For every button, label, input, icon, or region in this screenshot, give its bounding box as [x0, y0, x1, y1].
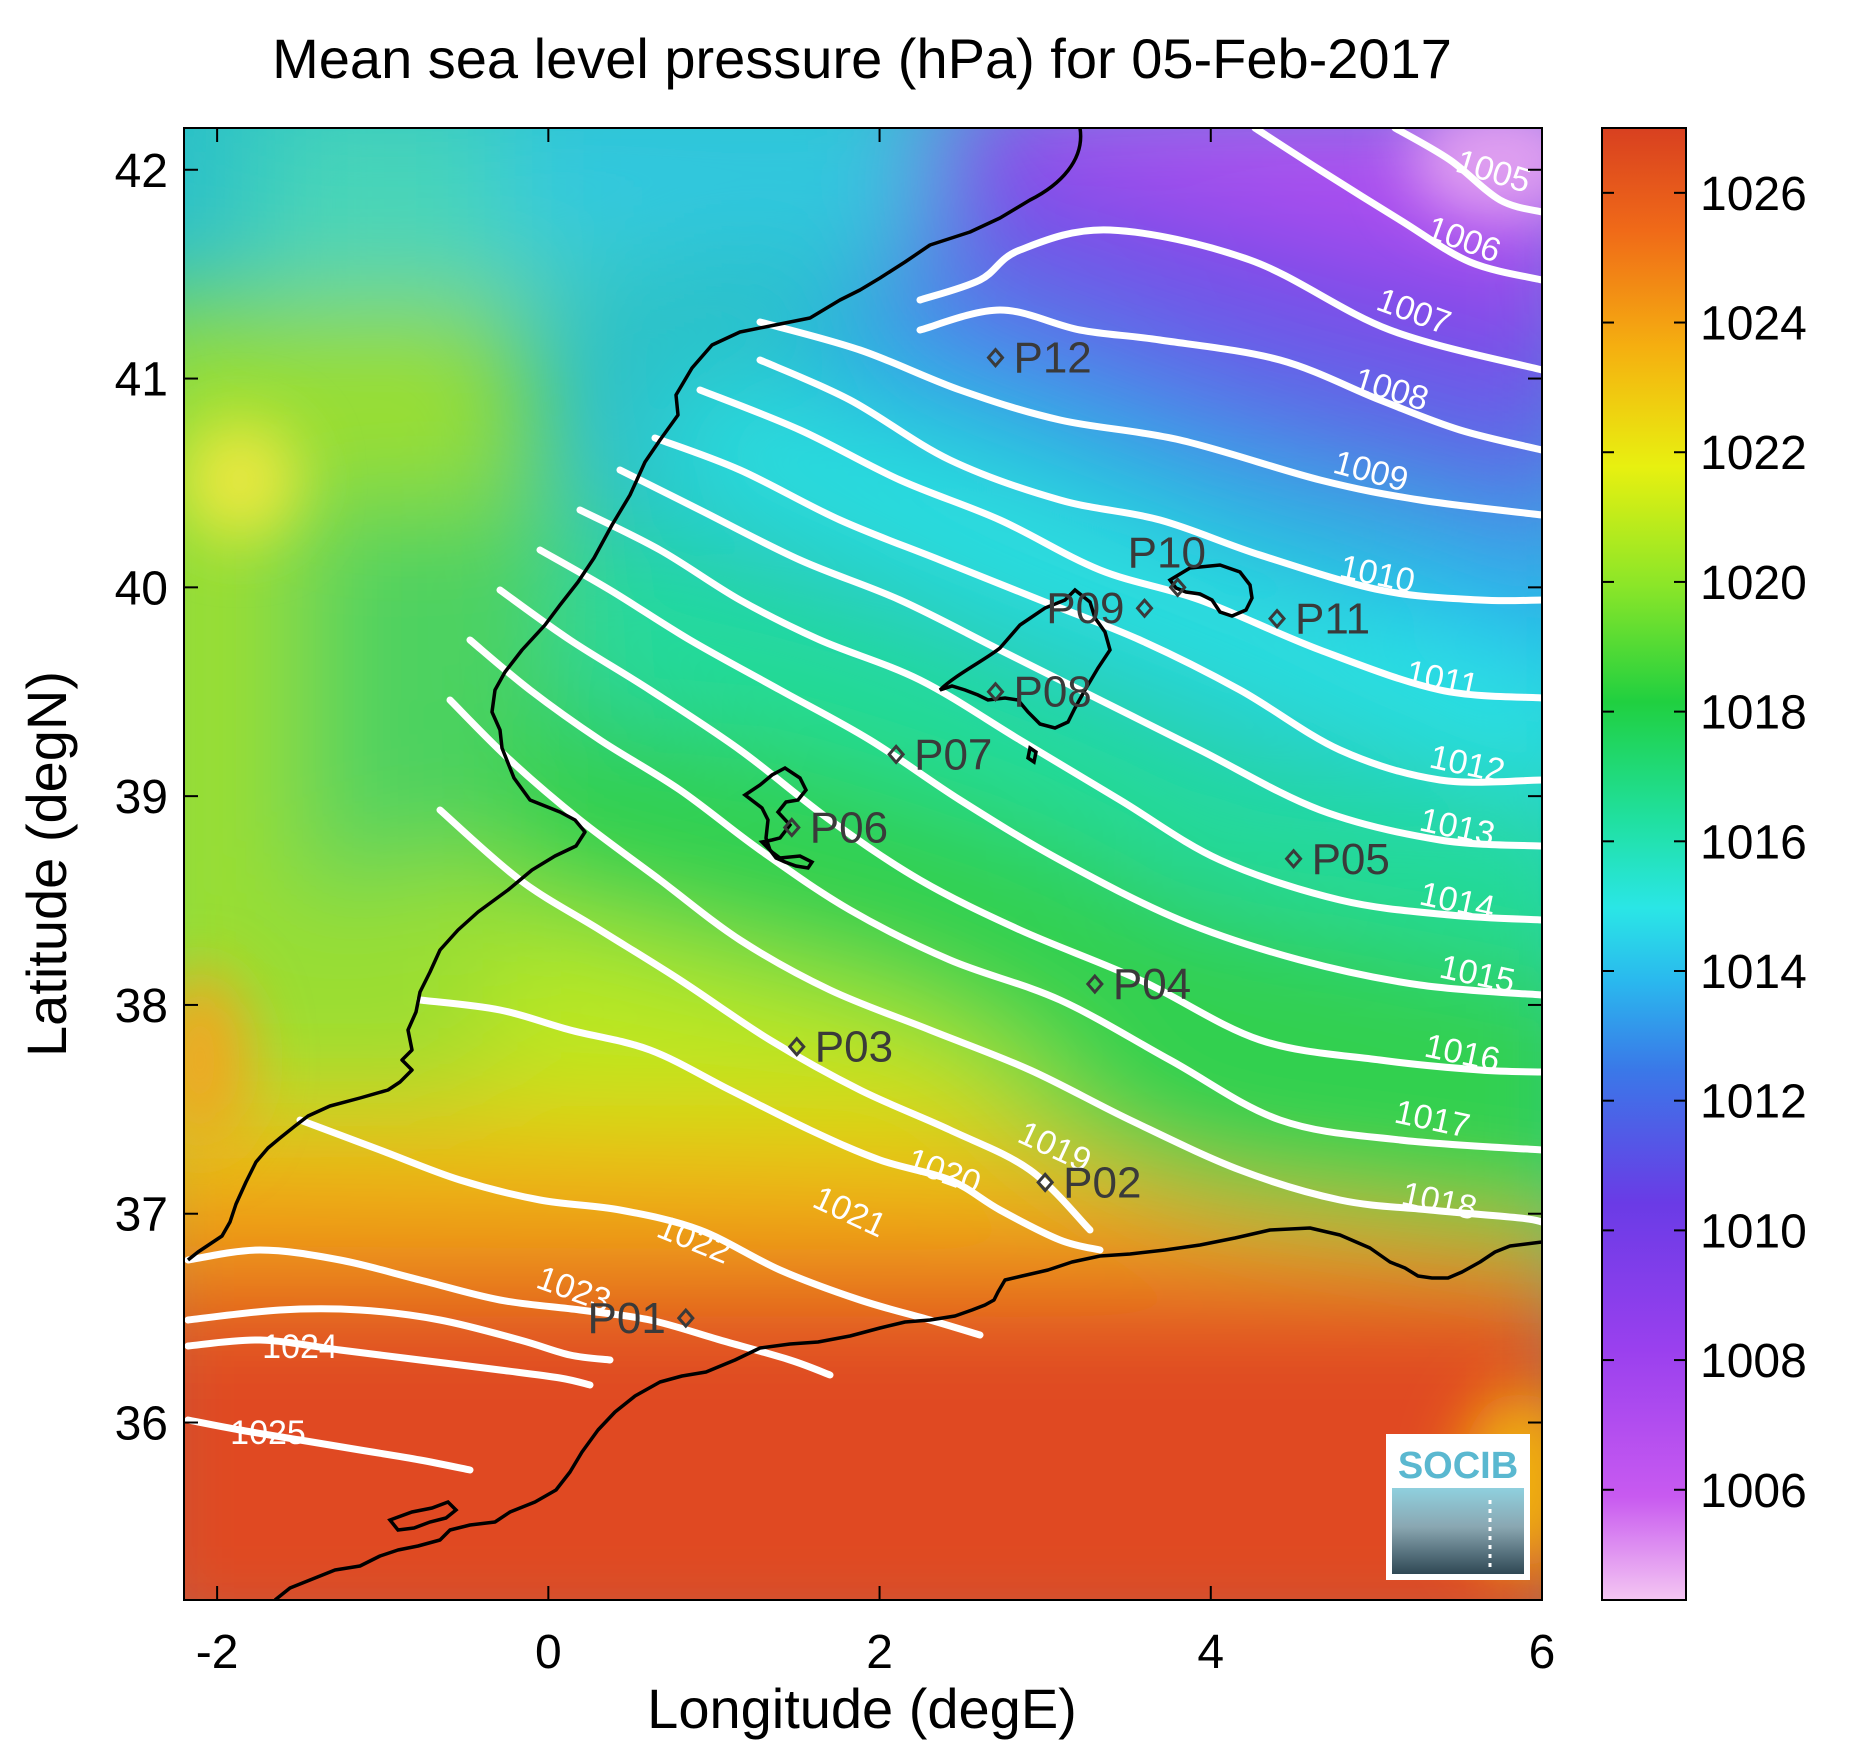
- x-tick-label: 0: [535, 1626, 562, 1679]
- station-p12: P12: [986, 334, 1092, 383]
- colorbar-tick-label: 1022: [1700, 427, 1807, 480]
- isobar-1022: [184, 1246, 834, 1379]
- station-marker: [1284, 848, 1303, 870]
- station-label: P05: [1312, 835, 1390, 884]
- y-tick-label: 41: [115, 354, 168, 407]
- colorbar-tick-label: 1026: [1700, 168, 1807, 221]
- station-label: P08: [1013, 668, 1091, 717]
- colorbar-tick-label: 1008: [1700, 1335, 1807, 1388]
- station-label: P04: [1113, 960, 1191, 1009]
- station-label: P11: [1295, 595, 1370, 644]
- colorbar-tick-label: 1012: [1700, 1076, 1807, 1129]
- station-p02: P02: [1036, 1158, 1141, 1207]
- station-label: P03: [815, 1023, 893, 1072]
- colorbar-tick-label: 1016: [1700, 816, 1807, 869]
- station-p07: P07: [887, 730, 992, 779]
- y-tick-label: 37: [115, 1189, 168, 1242]
- map-frame: [183, 127, 1543, 1601]
- y-tick-label: 38: [115, 980, 168, 1033]
- y-tick-label: 39: [115, 771, 168, 824]
- station-p05: P05: [1284, 835, 1390, 884]
- isobar-1020: [416, 996, 1104, 1254]
- isobar-1013: [616, 466, 1542, 850]
- isobar-1011: [696, 386, 1542, 702]
- x-tick-label: 6: [1529, 1626, 1556, 1679]
- y-tick-label: 40: [115, 562, 168, 615]
- colorbar-tick-label: 1018: [1700, 687, 1807, 740]
- y-axis-label: Latitude (degN): [15, 671, 78, 1057]
- station-marker: [1268, 608, 1287, 629]
- station-marker: [782, 817, 801, 838]
- chart-title: Mean sea level pressure (hPa) for 05-Feb…: [272, 27, 1452, 90]
- isobar-1024: [184, 1336, 594, 1389]
- isobar-label: 1024: [262, 1328, 338, 1366]
- colorbar-scale: [1601, 127, 1687, 1601]
- station-p03: P03: [787, 1023, 893, 1072]
- isobar-1025: [184, 1416, 474, 1474]
- x-tick-label: 2: [866, 1626, 893, 1679]
- x-tick-label: 4: [1197, 1626, 1224, 1679]
- colorbar-tick-label: 1014: [1700, 946, 1807, 999]
- colorbar-tick-label: 1020: [1700, 557, 1807, 610]
- station-marker: [1135, 597, 1154, 619]
- isobar-1006: [1251, 128, 1542, 284]
- isobar-label: 1025: [230, 1414, 306, 1452]
- station-label: P02: [1063, 1158, 1141, 1207]
- isobar-1009: [756, 318, 1542, 519]
- station-label: P10: [1128, 528, 1206, 577]
- y-axis: 36 37 38 39 40 41 42: [115, 145, 1542, 1451]
- isobar-1012: [651, 434, 1542, 786]
- isobar-1008: [916, 306, 1542, 454]
- colorbar-tick-label: 1006: [1700, 1465, 1807, 1518]
- colorbar-tick-label: 1024: [1700, 298, 1807, 351]
- colorbar-tick-label: 1010: [1700, 1205, 1807, 1258]
- station-label: P06: [810, 803, 888, 852]
- station-p08: P08: [986, 668, 1092, 717]
- isobar-1021: [296, 1116, 984, 1339]
- y-tick-label: 42: [115, 145, 168, 198]
- isobar-1005: [1391, 128, 1542, 216]
- station-marker: [1085, 973, 1104, 995]
- station-marker: [1168, 577, 1187, 598]
- isobar-1010: [756, 356, 1542, 605]
- station-label: P09: [1046, 584, 1124, 633]
- station-p01: P01: [588, 1294, 695, 1343]
- station-marker: [676, 1307, 695, 1329]
- x-axis-label: Longitude (degE): [647, 1677, 1077, 1740]
- station-marker: [787, 1036, 806, 1057]
- station-p10: P10: [1128, 528, 1206, 598]
- isobar-1014: [576, 506, 1542, 924]
- station-p09: P09: [1046, 584, 1154, 633]
- station-marker: [986, 347, 1005, 368]
- x-tick-label: -2: [196, 1626, 239, 1679]
- station-marker: [887, 744, 906, 765]
- isobar-1016: [496, 586, 1542, 1076]
- station-p11: P11: [1268, 595, 1370, 644]
- station-label: P12: [1013, 334, 1091, 383]
- isobar-1018: [446, 696, 1542, 1226]
- colorbar: 1006 1008 1010 1012 1014 1016 1018 1020 1022 1024…: [1601, 127, 1807, 1601]
- isobar-1007: [916, 226, 1542, 374]
- station-label: P01: [588, 1294, 666, 1343]
- station-marker: [986, 681, 1005, 703]
- station-label: P07: [914, 730, 992, 779]
- isobar-1023: [184, 1305, 614, 1364]
- socib-logo: SOCIB: [1386, 1434, 1530, 1580]
- station-p06: P06: [782, 803, 888, 852]
- isobar-1017: [466, 636, 1542, 1154]
- coastline: [186, 128, 1542, 1600]
- station-marker: [1036, 1172, 1055, 1193]
- logo-text: SOCIB: [1398, 1445, 1518, 1487]
- colorbar-ticks: 1006 1008 1010 1012 1014 1016 1018 1020 1022 1024…: [1602, 168, 1807, 1518]
- y-tick-label: 36: [115, 1398, 168, 1451]
- x-axis: -2 0 2 4 6: [196, 128, 1556, 1679]
- isobar-1019: [436, 806, 1094, 1234]
- isobar-1015: [536, 546, 1542, 999]
- station-p04: P04: [1085, 960, 1191, 1009]
